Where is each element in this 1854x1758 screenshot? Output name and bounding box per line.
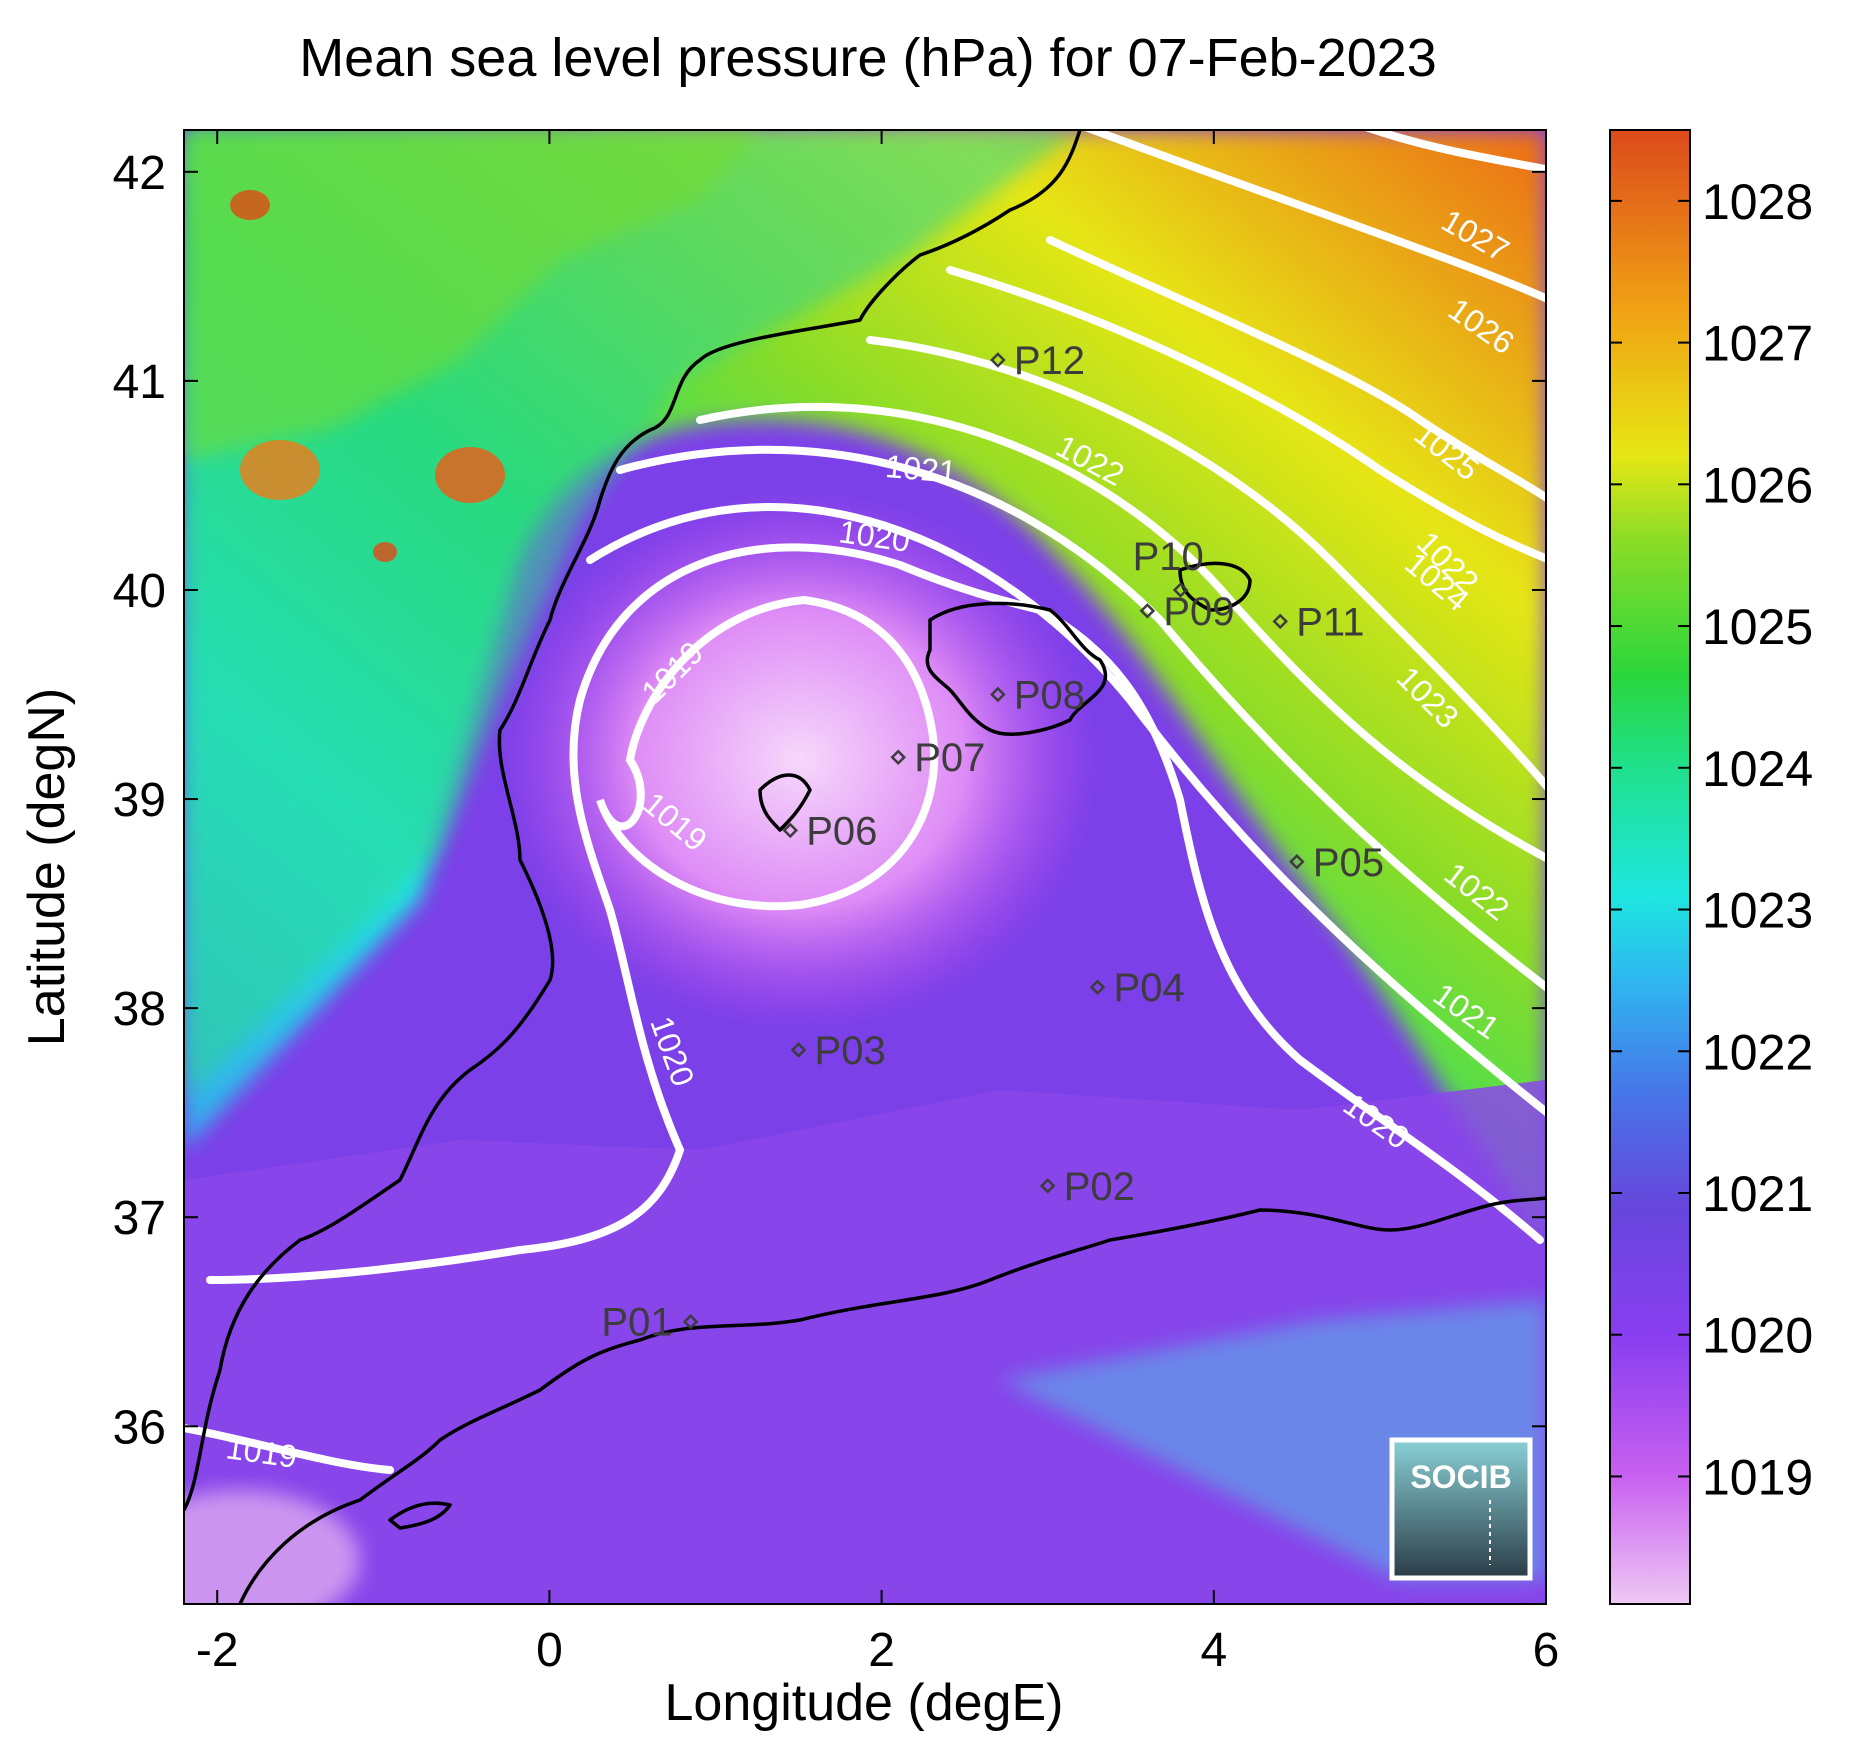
station-label-p05: P05: [1313, 841, 1384, 885]
station-marker-p01: [682, 1313, 699, 1330]
isobar-1020-south-branch: [206, 696, 685, 1284]
station-marker-p09: [1139, 603, 1156, 619]
isobar-1028: [1362, 130, 1546, 174]
y-tick-label: 40: [113, 565, 166, 618]
station-label-p09: P09: [1163, 590, 1234, 634]
ibiza-coastline: [758, 773, 812, 832]
y-tick-label: 41: [113, 356, 166, 409]
station-label-p03: P03: [815, 1029, 886, 1073]
y-tick-label: 39: [113, 774, 166, 827]
station-label-p12: P12: [1014, 339, 1085, 383]
terrain-hotspot: [240, 440, 320, 500]
station-label-p07: P07: [914, 736, 985, 780]
colorbar-tick-label: 1025: [1702, 599, 1813, 655]
y-tick-label: 36: [113, 1401, 166, 1454]
isobars: [184, 130, 1546, 1474]
colorbar-tick-label: 1028: [1702, 174, 1813, 230]
station-label-p11: P11: [1296, 600, 1364, 644]
station-marker-p05: [1289, 854, 1305, 870]
x-tick-label: 6: [1533, 1624, 1560, 1677]
station-label-p01: P01: [601, 1301, 672, 1345]
x-tick-label: 0: [536, 1624, 563, 1677]
isobar-1023: [696, 403, 1546, 863]
isobar-1021: [586, 503, 1546, 1117]
colorbar-ticks: 1019 1020 1021 1022 1023 1024 1025 1026 1027 1028: [1610, 174, 1813, 1505]
map-title: Mean sea level pressure (hPa) for 07-Feb…: [299, 28, 1437, 88]
map-frame: [183, 129, 1547, 1605]
terrain-hotspot: [435, 447, 505, 503]
x-tick-label: 4: [1200, 1624, 1227, 1677]
isobar-1022: [616, 445, 1546, 992]
station-marker-p02: [1039, 1178, 1056, 1194]
station-marker-p03: [790, 1042, 807, 1058]
y-tick-label: 38: [113, 983, 166, 1036]
pressure-field: 1019 1019 1019 1020 1020 1020 1021 1021 …: [184, 130, 1546, 1604]
colorbar-tick-label: 1023: [1702, 883, 1813, 939]
y-axis-label: Latitude (degN): [18, 688, 76, 1046]
y-tick-label: 37: [113, 1192, 166, 1245]
x-axis-label: Longitude (degE): [665, 1674, 1064, 1732]
mallorca-coastline: [925, 601, 1108, 736]
socib-logo: SOCIB: [1389, 1437, 1533, 1581]
station-marker-p07: [890, 749, 906, 766]
menorca-coastline: [1178, 561, 1252, 612]
x-axis-ticks: -2 0 2 4 6: [196, 130, 1559, 1677]
station-label-p08: P08: [1014, 674, 1085, 718]
x-tick-label: 2: [868, 1624, 895, 1677]
north-africa-coastline: [238, 1196, 1546, 1604]
southwest-low-field: [184, 1490, 360, 1604]
y-tick-label: 42: [113, 147, 166, 200]
isobar-1024: [866, 336, 1546, 792]
coastlines: [184, 130, 1546, 1604]
isobar-1019-southwest: [184, 1424, 394, 1474]
isobar-1027: [1081, 130, 1546, 303]
contour-label: 1021: [884, 448, 958, 490]
station-markers: P01 P02 P03 P04 P05 P06 P07 P08 P09 P10 P11 P12: [601, 339, 1384, 1345]
colorbar-tick-label: 1022: [1702, 1024, 1813, 1080]
isobar-1020: [576, 543, 1544, 1244]
isobar-1026: [1046, 236, 1546, 503]
station-label-p06: P06: [806, 809, 877, 853]
station-marker-p04: [1089, 979, 1106, 995]
station-marker-p10: [1172, 582, 1189, 598]
isobar-1019-center: [596, 595, 939, 911]
station-marker-p06: [782, 822, 799, 839]
station-label-p10: P10: [1133, 535, 1204, 579]
terrain-hotspot: [373, 542, 397, 562]
station-marker-p12: [990, 352, 1006, 368]
station-label-p02: P02: [1064, 1165, 1135, 1209]
iberia-coastline: [184, 130, 1082, 1511]
colorbar: [1609, 129, 1691, 1605]
y-axis-ticks: 36 37 38 39 40 41 42: [113, 147, 1546, 1454]
colorbar-tick-label: 1019: [1702, 1449, 1813, 1505]
terrain-hotspot: [230, 190, 270, 220]
station-label-p04: P04: [1114, 966, 1185, 1010]
isobar-1025: [946, 266, 1546, 563]
station-marker-p08: [990, 686, 1006, 703]
low-pressure-core: [500, 490, 1100, 1030]
small-island-coastline: [388, 1501, 452, 1530]
iberia-highlands: [184, 130, 760, 460]
logo-text: SOCIB: [1410, 1459, 1511, 1495]
station-marker-p11: [1272, 613, 1289, 630]
colorbar-tick-label: 1020: [1702, 1308, 1813, 1364]
colorbar-tick-label: 1024: [1702, 741, 1813, 797]
x-tick-label: -2: [196, 1624, 239, 1677]
colorbar-tick-label: 1021: [1702, 1166, 1813, 1222]
logo-box: [1389, 1437, 1533, 1581]
colorbar-tick-label: 1026: [1702, 457, 1813, 513]
colorbar-tick-label: 1027: [1702, 316, 1813, 372]
